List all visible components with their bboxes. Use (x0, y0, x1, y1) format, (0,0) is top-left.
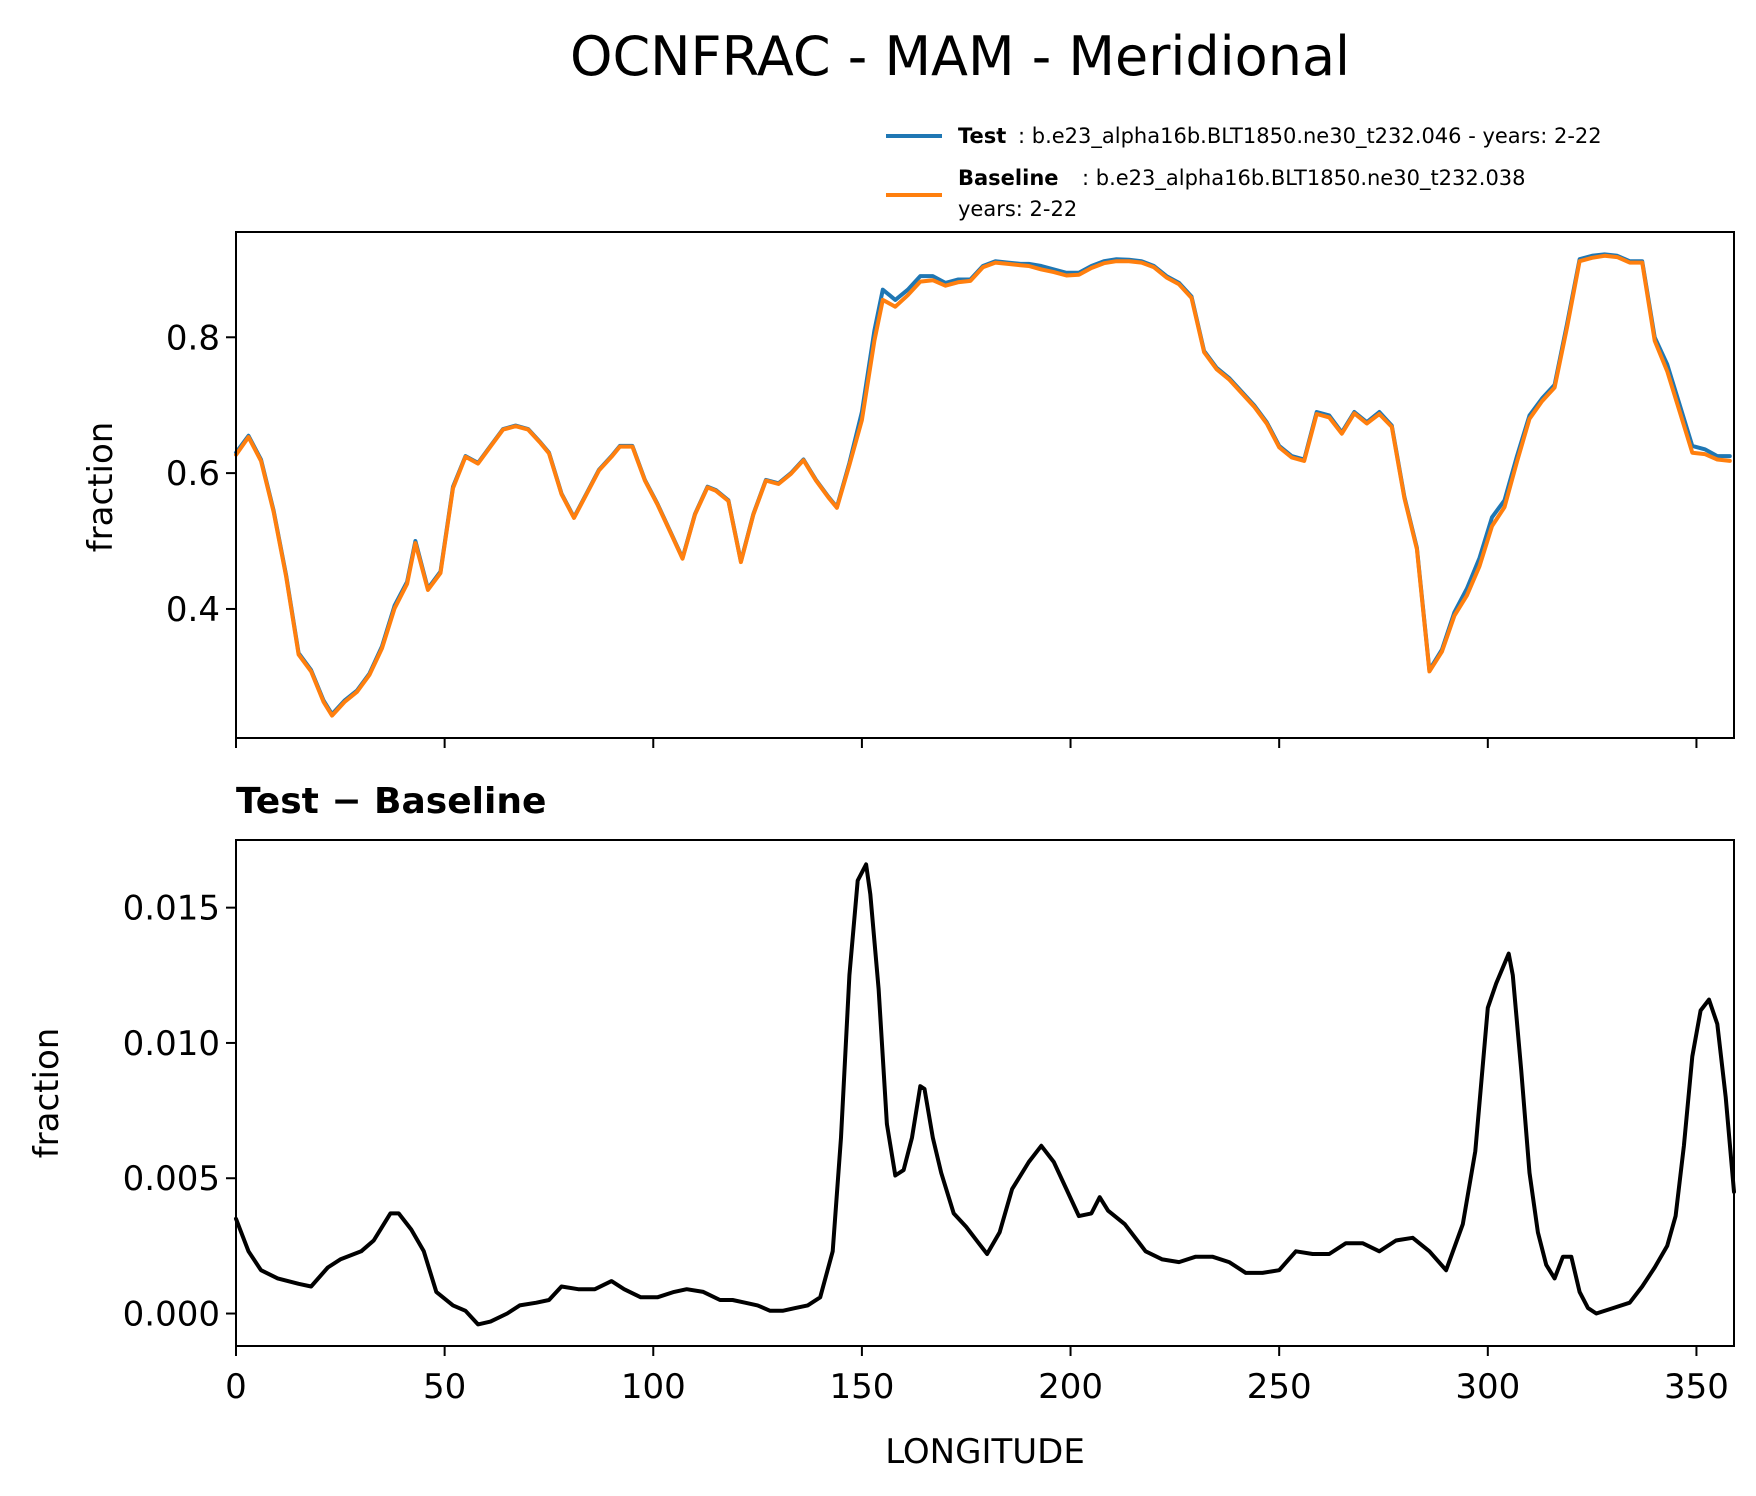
legend-test-text: : b.e23_alpha16b.BLT1850.ne30_t232.046 -… (1018, 124, 1602, 149)
x-tick-label: 250 (1247, 1367, 1312, 1407)
legend: Test : b.e23_alpha16b.BLT1850.ne30_t232.… (886, 124, 1602, 221)
bottom-y-axis-ticks: 0.000 0.005 0.010 0.015 (123, 889, 236, 1335)
x-tick-label: 350 (1664, 1367, 1729, 1407)
bottom-y-axis-label: fraction (27, 1028, 67, 1159)
figure-title: OCNFRAC - MAM - Meridional (570, 25, 1350, 88)
top-panel: 0.4 0.6 0.8 fraction (81, 231, 1735, 748)
bottom-x-axis-ticks: 0 50 100 150 200 250 300 350 (225, 1346, 1729, 1407)
legend-baseline-text: : b.e23_alpha16b.BLT1850.ne30_t232.038 (1082, 166, 1526, 191)
y-tick-label: 0.8 (166, 318, 220, 358)
bottom-panel: Test − Baseline 0.000 0.005 0.010 0.015 0 50… (27, 781, 1736, 1472)
x-tick-label: 150 (829, 1367, 894, 1407)
x-tick-label: 200 (1038, 1367, 1103, 1407)
y-tick-label: 0.4 (166, 590, 220, 630)
x-tick-label: 300 (1455, 1367, 1520, 1407)
legend-baseline-text2: years: 2-22 (958, 197, 1077, 221)
bottom-panel-title: Test − Baseline (236, 781, 546, 822)
x-tick-label: 0 (225, 1367, 247, 1407)
series-line-test-baseline (234, 862, 1736, 1327)
bottom-series-lines (234, 862, 1736, 1327)
y-tick-label: 0.005 (123, 1159, 220, 1199)
legend-test-name: Test (958, 124, 1006, 148)
legend-baseline-name: Baseline (958, 166, 1059, 190)
y-tick-label: 0.000 (123, 1295, 220, 1335)
y-tick-label: 0.6 (166, 454, 220, 494)
top-series-lines (234, 252, 1732, 718)
x-tick-label: 50 (423, 1367, 466, 1407)
y-tick-label: 0.010 (123, 1024, 220, 1064)
top-axes-frame (235, 231, 1735, 739)
top-y-axis-ticks: 0.4 0.6 0.8 (166, 318, 236, 630)
x-tick-label: 100 (621, 1367, 686, 1407)
y-tick-label: 0.015 (123, 889, 220, 929)
bottom-axes-frame (235, 839, 1735, 1347)
bottom-x-axis-label: LONGITUDE (885, 1432, 1085, 1472)
top-y-axis-label: fraction (81, 422, 121, 553)
series-line-baseline (234, 253, 1732, 718)
top-x-axis-ticks (235, 738, 1698, 748)
